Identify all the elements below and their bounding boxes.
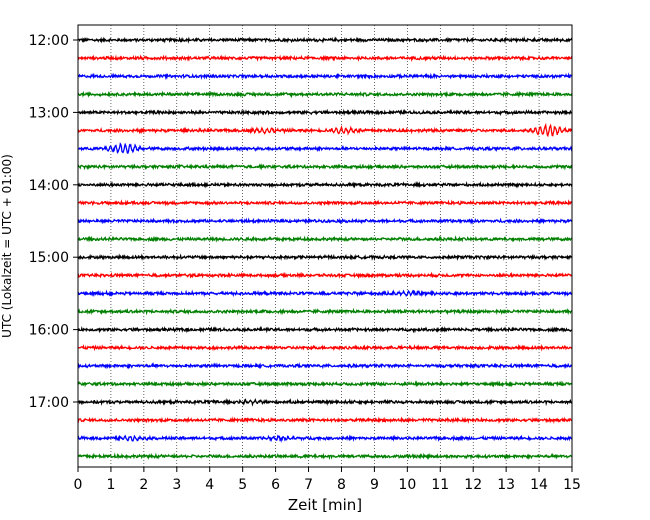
x-tick-label: 4 <box>205 477 214 493</box>
x-tick-label: 10 <box>398 477 416 493</box>
x-axis-ticks: 0 1 2 3 4 5 6 7 8 9 10 11 12 13 14 15 <box>74 467 581 493</box>
x-tick-label: 0 <box>74 477 83 493</box>
x-tick-label: 2 <box>139 477 148 493</box>
trace-1330 <box>77 142 573 154</box>
y-tick-label: 12:00 <box>29 33 69 49</box>
x-tick-label: 7 <box>304 477 313 493</box>
y-tick-label: 16:00 <box>29 323 69 339</box>
trace-1415 <box>78 199 573 207</box>
y-tick-label: 14:00 <box>29 178 69 194</box>
trace-1345 <box>77 163 573 171</box>
x-tick-label: 1 <box>106 477 115 493</box>
trace-1615 <box>78 343 573 352</box>
trace-1200 <box>77 36 573 44</box>
trace-1230 <box>77 72 573 80</box>
trace-1500 <box>77 253 573 262</box>
trace-1515 <box>77 271 573 280</box>
x-tick-label: 14 <box>530 477 548 493</box>
trace-1300 <box>77 108 573 117</box>
x-axis-label: Zeit [min] <box>288 496 362 514</box>
trace-1700 <box>77 397 573 407</box>
x-tick-label: 15 <box>563 477 581 493</box>
trace-group <box>77 36 573 461</box>
x-tick-label: 13 <box>497 477 515 493</box>
x-tick-label: 6 <box>271 477 280 493</box>
x-tick-label: 5 <box>238 477 247 493</box>
x-tick-label: 8 <box>337 477 346 493</box>
x-tick-label: 12 <box>464 477 482 493</box>
y-axis-label: UTC (Lokalzeit = UTC + 01:00) <box>0 154 14 338</box>
trace-1715 <box>77 416 573 424</box>
trace-1215 <box>77 54 573 63</box>
x-tick-label: 3 <box>172 477 181 493</box>
trace-1730 <box>77 434 573 443</box>
x-tick-label: 9 <box>370 477 379 493</box>
trace-1245 <box>77 90 573 99</box>
trace-1630 <box>77 362 573 370</box>
trace-1445 <box>77 235 573 243</box>
trace-1545 <box>77 307 573 316</box>
trace-1745 <box>77 452 573 461</box>
trace-1430 <box>77 217 573 226</box>
trace-1645 <box>77 379 573 388</box>
x-tick-label: 11 <box>431 477 449 493</box>
trace-1530 <box>77 289 573 298</box>
y-tick-label: 13:00 <box>29 105 69 121</box>
y-tick-label: 15:00 <box>29 250 69 266</box>
y-axis-ticks: 12:00 13:00 14:00 15:00 16:00 17:00 <box>29 33 78 411</box>
trace-1315 <box>77 122 573 138</box>
plot-frame <box>77 24 573 468</box>
y-tick-label: 17:00 <box>29 395 69 411</box>
trace-1600 <box>77 325 573 334</box>
trace-1400 <box>77 180 573 189</box>
